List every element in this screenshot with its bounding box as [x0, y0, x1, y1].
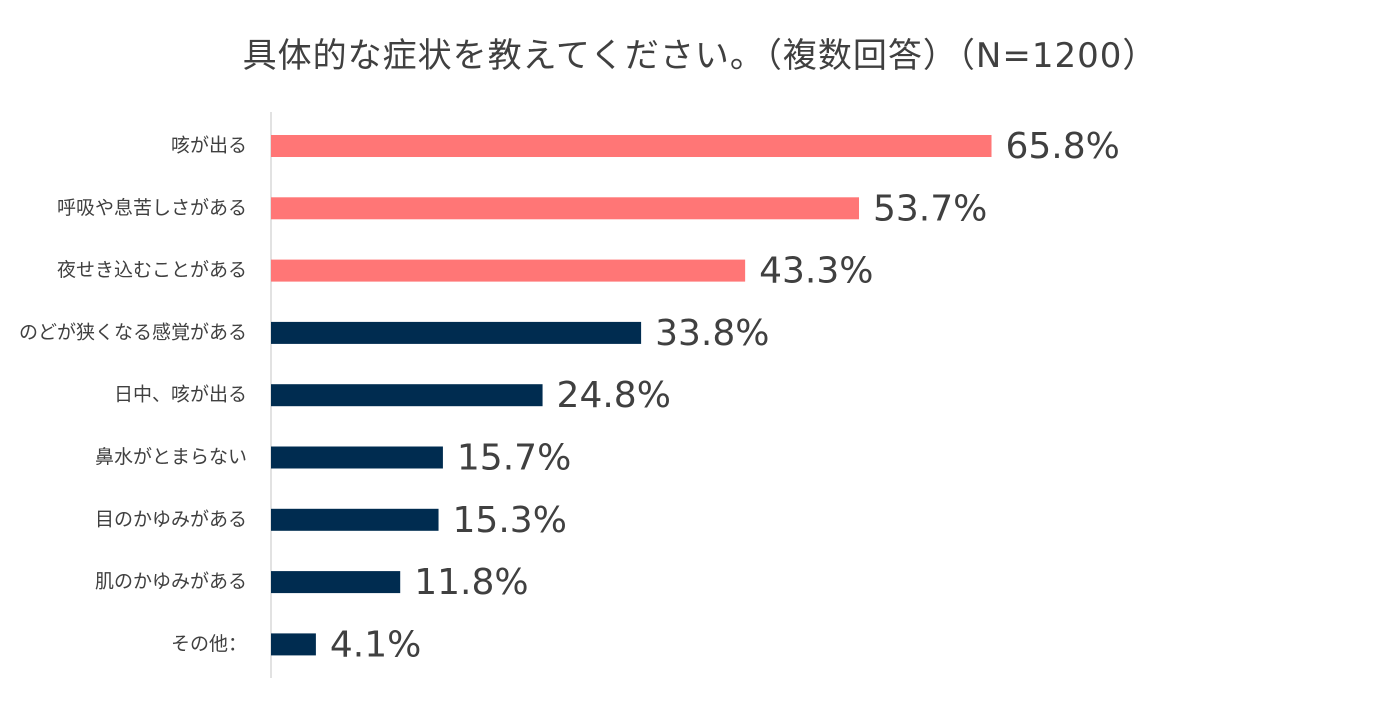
category-label-9: その他：	[171, 633, 247, 655]
value-label-3: 43.3%	[759, 251, 873, 292]
bar-1	[271, 135, 992, 157]
category-label-4: のどが狭くなる感覚がある	[19, 321, 247, 343]
bar-5	[271, 384, 543, 407]
value-labels: 65.8% 53.7%43.3% 33.8% 24.8% 15.7% 15.3% 11.8%…	[330, 126, 1120, 665]
bar-4	[271, 321, 642, 344]
bar-3	[271, 259, 746, 282]
category-labels: 咳が出る呼吸や息苦しさがある夜せき込むことがあるのどが狭くなる感覚がある日中、咳…	[19, 135, 247, 655]
value-label-2: 53.7%	[873, 188, 987, 229]
category-label-2: 呼吸や息苦しさがある	[57, 197, 247, 219]
value-label-1: 65.8%	[1006, 126, 1120, 167]
category-label-8: 肌のかゆみがある	[95, 571, 247, 593]
value-label-6: 15.7%	[457, 438, 571, 479]
category-label-3: 夜せき込むことがある	[57, 259, 247, 281]
category-label-6: 鼻水がとまらない	[95, 446, 247, 468]
chart-title: 具体的な症状を教えてください。（複数回答）（N=1200）	[242, 36, 1158, 76]
category-label-1: 咳が出る	[171, 135, 247, 157]
value-label-9: 4.1%	[330, 624, 421, 665]
value-label-4: 33.8%	[655, 313, 769, 354]
value-label-5: 24.8%	[557, 375, 671, 416]
category-label-7: 目のかゆみがある	[95, 508, 247, 530]
bar-7	[271, 508, 439, 531]
category-label-5: 日中、咳が出る	[114, 384, 247, 406]
bar-6	[271, 446, 443, 469]
bars-group	[271, 135, 992, 656]
bar-8	[271, 571, 401, 594]
value-label-8: 11.8%	[414, 562, 528, 603]
bar-9	[271, 633, 316, 656]
value-label-7: 15.3%	[453, 500, 567, 541]
bar-2	[271, 197, 860, 220]
